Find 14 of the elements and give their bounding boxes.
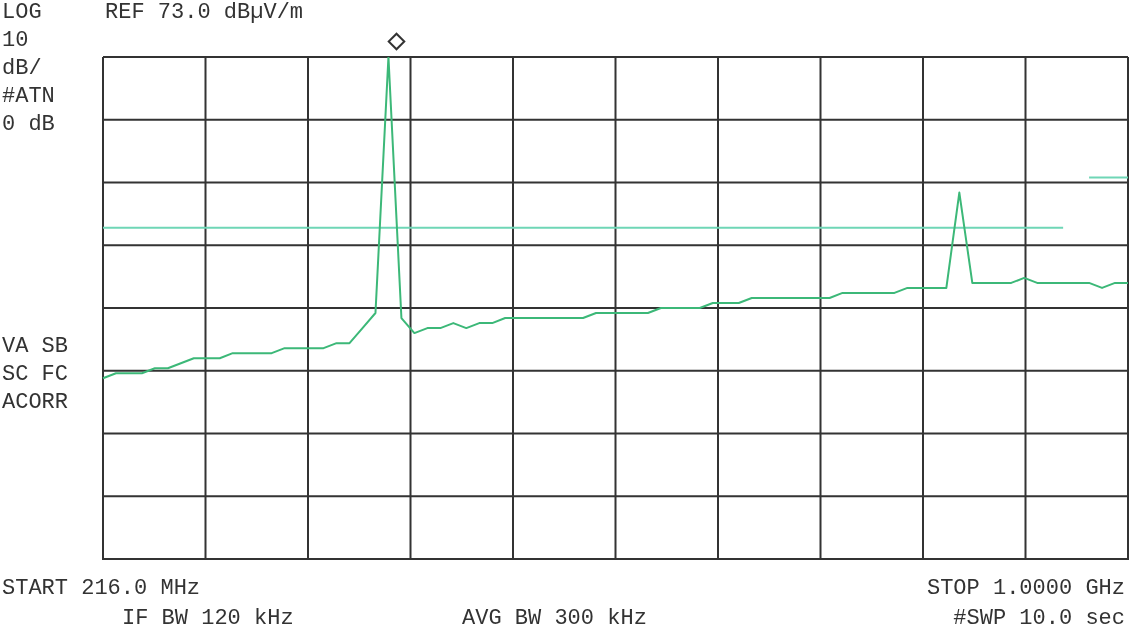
text: 10 [2,28,29,53]
text: LOG [2,0,42,25]
text: AVG BW 300 kHz [462,606,647,631]
text: SC FC [2,362,69,387]
text: dB/ [2,56,42,81]
text: #ATN [2,84,55,109]
text: #SWP 10.0 sec [953,606,1125,631]
chart-title: REF 73.0 dBµV/m [105,0,304,25]
text: IF BW 120 kHz [122,606,294,631]
text: START 216.0 MHz [2,576,201,601]
text: 0 dB [2,112,55,137]
text: VA SB [2,334,69,359]
text: STOP 1.0000 GHz [926,576,1125,601]
text: ACORR [2,390,69,415]
